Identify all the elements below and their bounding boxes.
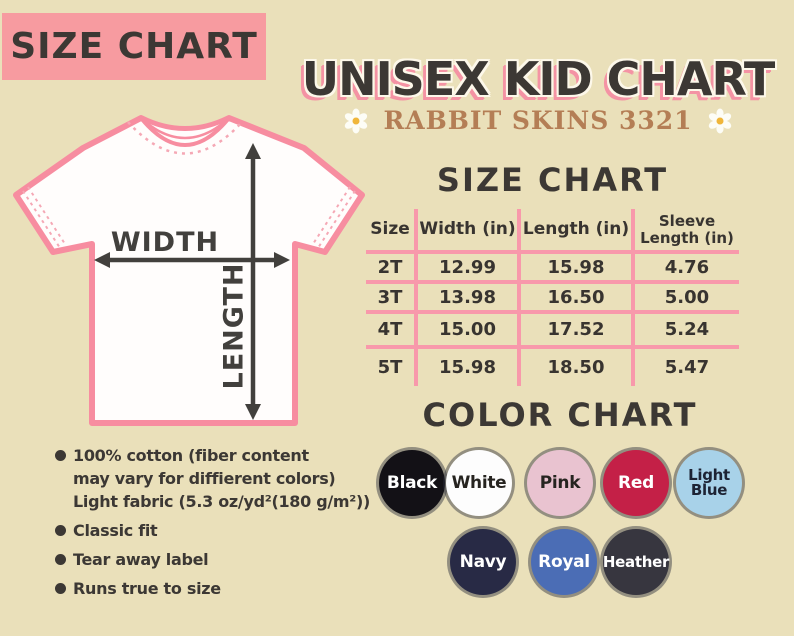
feature-line: Runs true to size [73, 579, 221, 598]
color-swatch-label: Pink [539, 472, 581, 493]
color-swatch-black: Black [379, 450, 445, 516]
table-cell-length: 16.50 [521, 284, 635, 314]
table-cell-length: 15.98 [521, 254, 635, 284]
table-cell-width: 12.99 [418, 254, 521, 284]
table-cell-sleeve: 4.76 [635, 254, 739, 284]
left-sleeve-stitching [22, 186, 66, 249]
color-swatch-pink: Pink [527, 450, 593, 516]
badge-label: SIZE CHART [10, 26, 258, 67]
daisy-icon [345, 108, 368, 133]
length-arrow [245, 143, 261, 420]
color-swatch-label: Light Blue [688, 466, 730, 499]
daisy-icon [708, 108, 731, 133]
width-label: WIDTH [111, 227, 219, 258]
table-cell-size: 4T [366, 314, 418, 349]
table-cell-length: 18.50 [521, 349, 635, 386]
table-cell-length: 17.52 [521, 314, 635, 349]
feature-item-sizing: Runs true to size [55, 577, 395, 600]
bullet-dot [55, 450, 66, 461]
bullet-dot [55, 525, 66, 536]
color-swatch-label: Black [386, 472, 438, 493]
table-cell-width: 15.98 [418, 349, 521, 386]
column-header-size: Size [366, 209, 418, 254]
table-cell-size: 2T [366, 254, 418, 284]
color-swatch-royal: Royal [531, 529, 597, 595]
bullet-dot [55, 554, 66, 565]
feature-item-fit: Classic fit [55, 519, 395, 542]
feature-line: Classic fit [73, 521, 158, 540]
collar-seam [142, 119, 228, 140]
color-chart-heading: COLOR CHART [422, 396, 698, 434]
color-swatch-navy: Navy [450, 529, 516, 595]
right-sleeve-stitching [312, 186, 356, 249]
feature-line: Light fabric (5.3 oz/yd²(180 g/m²)) [73, 492, 371, 511]
size-chart-badge: SIZE CHART [2, 13, 266, 80]
collar [139, 116, 231, 147]
feature-item-fabric: 100% cotton (fiber content may vary for … [55, 444, 395, 513]
width-arrow [94, 252, 290, 268]
bullet-dot [55, 583, 66, 594]
color-swatch-white: White [446, 450, 512, 516]
column-header-length: Length (in) [521, 209, 635, 254]
color-swatch-light-blue: Light Blue [676, 450, 742, 516]
table-cell-width: 15.00 [418, 314, 521, 349]
subtitle-row: RABBIT SKINS 3321 [288, 106, 788, 135]
color-swatch-heather: Heather [603, 529, 669, 595]
table-cell-size: 3T [366, 284, 418, 314]
feature-line: may vary for diffierent colors) [73, 469, 336, 488]
color-swatch-label: Heather [602, 552, 670, 571]
feature-line: Tear away label [73, 550, 209, 569]
color-swatch-label: Red [618, 472, 654, 493]
color-swatch-label: Navy [459, 551, 507, 572]
table-cell-sleeve: 5.00 [635, 284, 739, 314]
table-cell-sleeve: 5.24 [635, 314, 739, 349]
feature-line: 100% cotton (fiber content [73, 446, 309, 465]
length-label: LENGTH [219, 263, 250, 390]
size-table: Size Width (in) Length (in) Sleeve Lengt… [366, 209, 739, 386]
column-header-width: Width (in) [418, 209, 521, 254]
feature-item-label: Tear away label [55, 548, 395, 571]
collar-stitching [127, 121, 243, 155]
table-cell-size: 5T [366, 349, 418, 386]
page-title: UNISEX KID CHART [301, 52, 776, 106]
color-swatch-label: Royal [538, 551, 590, 572]
tshirt-measurement-diagram: WIDTH LENGTH [13, 115, 365, 426]
subtitle: RABBIT SKINS 3321 [383, 106, 693, 135]
feature-list: 100% cotton (fiber content may vary for … [55, 444, 395, 600]
tshirt-outline [13, 115, 365, 426]
table-cell-width: 13.98 [418, 284, 521, 314]
column-header-sleeve: Sleeve Length (in) [635, 209, 739, 254]
size-chart-heading: SIZE CHART [436, 161, 669, 199]
table-cell-sleeve: 5.47 [664, 357, 710, 378]
color-swatch-red: Red [603, 450, 669, 516]
color-swatch-label: White [451, 472, 507, 493]
